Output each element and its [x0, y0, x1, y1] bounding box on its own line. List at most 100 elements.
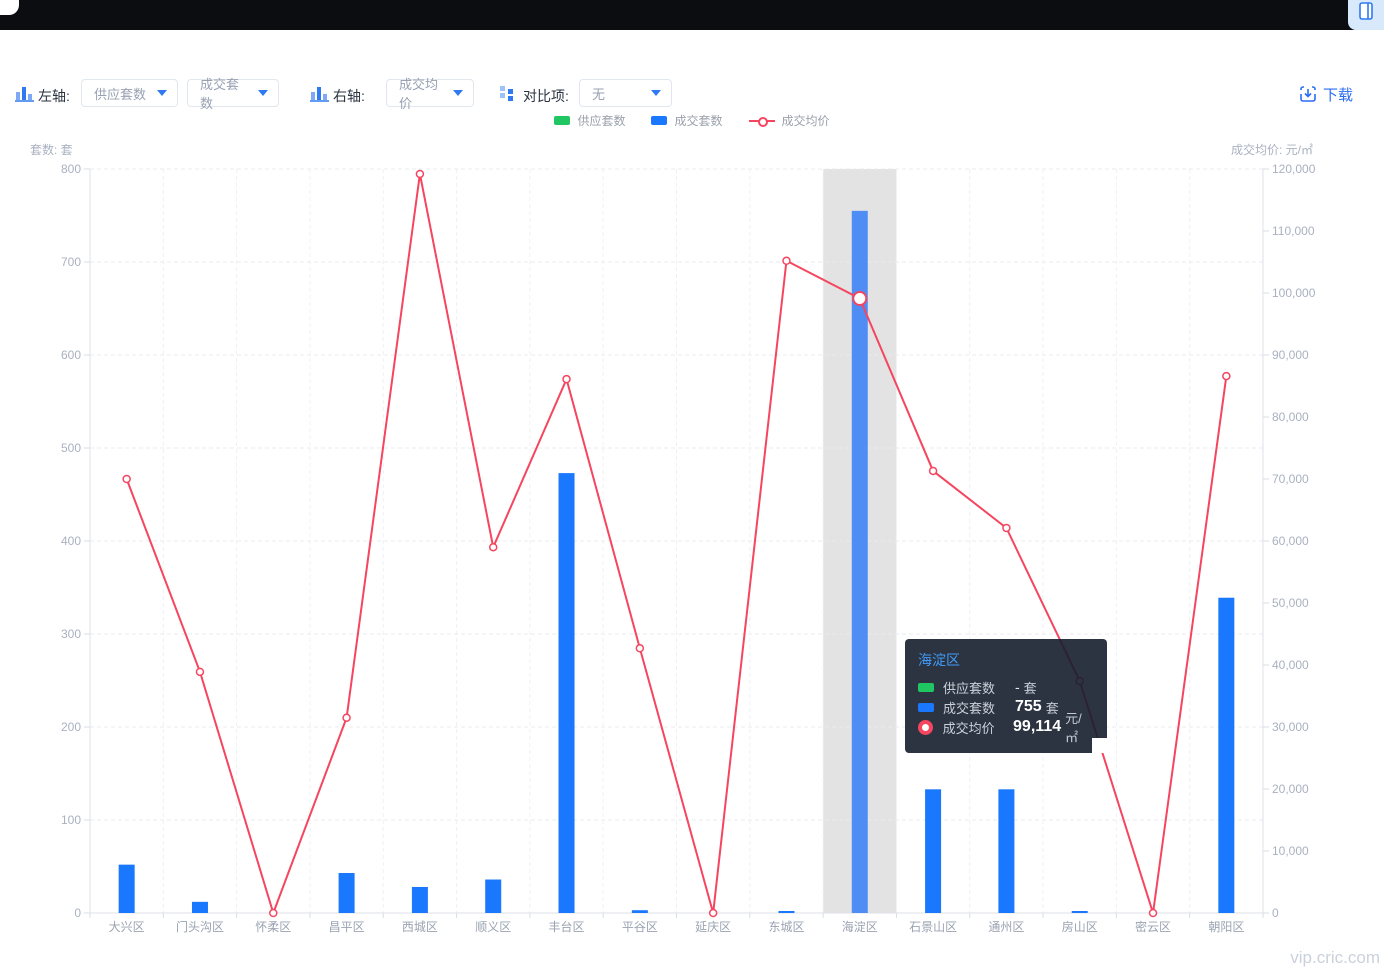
left-axis-dropdown-1[interactable]: 供应套数 — [81, 79, 178, 107]
right-axis-tick-label: 100,000 — [1272, 286, 1316, 300]
tooltip-series-label: 供应套数 — [943, 680, 996, 696]
price-point-东城区[interactable] — [782, 256, 791, 266]
tooltip-series-label: 成交均价 — [942, 720, 995, 736]
compare-dropdown[interactable]: 无 — [579, 79, 672, 107]
x-axis-label: 海淀区 — [842, 919, 878, 934]
left-axis-tick-label: 600 — [61, 348, 81, 362]
price-point-大兴区[interactable] — [122, 474, 131, 484]
price-point-怀柔区[interactable] — [269, 908, 278, 918]
left-axis-label: 左轴: — [38, 88, 70, 104]
x-axis-label: 通州区 — [988, 920, 1024, 934]
bar-房山区[interactable] — [1071, 911, 1088, 913]
price-point-延庆区[interactable] — [708, 908, 718, 918]
tooltip-corner-square — [1092, 738, 1107, 753]
right-axis-tick-label: 40,000 — [1272, 658, 1309, 672]
bar-东城区[interactable] — [778, 911, 795, 913]
price-point-门头沟区[interactable] — [195, 667, 205, 677]
right-axis-tick-label: 60,000 — [1272, 534, 1309, 548]
chevron-down-icon — [258, 90, 268, 96]
bar-顺义区[interactable] — [485, 879, 502, 913]
price-point-通州区[interactable] — [1002, 523, 1011, 533]
chart-legend: 供应套数 成交套数 成交均价 — [0, 112, 1384, 129]
left-axis-dropdown-2[interactable]: 成交套数 — [187, 77, 279, 111]
price-point-平谷区[interactable] — [635, 644, 645, 653]
bar-丰台区[interactable] — [558, 473, 575, 913]
bar-通州区[interactable] — [998, 789, 1015, 913]
price-point-石景山区[interactable] — [928, 466, 938, 476]
bar-西城区[interactable] — [411, 886, 428, 913]
left-axis-tick-label: 200 — [61, 720, 81, 734]
bar-朝阳区[interactable] — [1218, 597, 1235, 913]
price-line — [125, 173, 1228, 917]
series-swatch — [918, 702, 935, 712]
side-panel-button[interactable] — [1348, 0, 1384, 30]
download-label: 下载 — [1323, 87, 1354, 104]
series-swatch — [918, 682, 935, 692]
left-axis-tick-label: 100 — [61, 813, 81, 827]
price-point-昌平区[interactable] — [342, 713, 351, 722]
price-point-顺义区[interactable] — [488, 542, 498, 552]
price-point-海淀区[interactable] — [852, 290, 868, 306]
bar-海淀区[interactable] — [851, 210, 868, 914]
x-axis-label: 门头沟区 — [176, 919, 224, 934]
right-axis-tick-label: 20,000 — [1272, 782, 1309, 796]
bar-昌平区[interactable] — [338, 873, 355, 913]
x-axis-label: 延庆区 — [695, 920, 731, 934]
chevron-down-icon — [651, 90, 661, 96]
left-axis-tick-label: 0 — [74, 906, 81, 920]
right-axis-tick-label: 50,000 — [1272, 596, 1309, 610]
tooltip-value: 99,114 — [1013, 718, 1062, 735]
legend-item[interactable]: 成交均价 — [748, 112, 830, 129]
right-axis-tick-label: 90,000 — [1272, 348, 1309, 362]
x-axis-label: 房山区 — [1062, 919, 1098, 934]
window-corner-notch — [0, 0, 19, 15]
x-axis-label: 西城区 — [402, 920, 438, 934]
compare-icon — [500, 86, 513, 101]
right-axis-tick-label: 10,000 — [1272, 844, 1309, 858]
compare-label: 对比项: — [523, 88, 569, 104]
x-axis-label: 丰台区 — [549, 919, 585, 934]
x-axis-label: 密云区 — [1135, 919, 1171, 934]
dropdown-value: 无 — [592, 86, 606, 102]
legend-item[interactable]: 供应套数 — [554, 112, 625, 129]
legend-label: 供应套数 — [577, 114, 626, 128]
left-axis-tick-label: 800 — [61, 162, 81, 176]
legend-line-marker — [748, 116, 775, 127]
right-axis-label: 右轴: — [333, 88, 365, 104]
legend-item[interactable]: 成交套数 — [651, 112, 723, 129]
right-axis-dropdown[interactable]: 成交均价 — [386, 77, 474, 111]
tooltip-rows: 供应套数 - 套成交套数 755 套成交均价 99,114 元/㎡ — [918, 677, 1094, 745]
tooltip-row: 供应套数 - 套 — [918, 677, 1094, 697]
chevron-down-icon — [157, 90, 167, 96]
dropdown-value: 成交均价 — [399, 77, 439, 111]
bar-石景山区[interactable] — [925, 789, 942, 913]
bar-平谷区[interactable] — [631, 910, 648, 913]
x-axis-label: 石景山区 — [909, 920, 957, 934]
right-axis-tick-label: 30,000 — [1272, 720, 1309, 734]
price-point-朝阳区[interactable] — [1222, 371, 1231, 381]
price-point-丰台区[interactable] — [562, 374, 571, 384]
watermark: vip.cric.com — [1290, 948, 1380, 967]
bar-门头沟区[interactable] — [191, 901, 208, 913]
left-axis-title: 套数: 套 — [30, 143, 73, 157]
right-axis-tick-label: 70,000 — [1272, 472, 1309, 486]
price-point-密云区[interactable] — [1148, 908, 1158, 918]
x-axis-label: 朝阳区 — [1208, 920, 1244, 934]
tooltip-title: 海淀区 — [918, 652, 960, 668]
chart-tooltip: 海淀区 供应套数 - 套成交套数 755 套成交均价 99,114 元/㎡ — [905, 639, 1107, 753]
series-dot-icon — [918, 719, 935, 735]
download-button[interactable]: 下载 — [1300, 84, 1353, 105]
tooltip-unit: 套 — [1045, 700, 1059, 716]
right-axis-tick-label: 0 — [1272, 906, 1279, 920]
right-axis-chart-icon — [310, 87, 329, 102]
right-axis-tick-label: 110,000 — [1272, 224, 1315, 238]
bar-大兴区[interactable] — [118, 864, 135, 913]
download-icon — [1300, 86, 1316, 102]
x-axis-label: 怀柔区 — [255, 920, 291, 934]
left-axis-chart-icon — [15, 87, 34, 102]
price-point-西城区[interactable] — [415, 169, 425, 179]
panel-icon — [1359, 2, 1373, 20]
left-axis-tick-label: 300 — [61, 627, 81, 641]
